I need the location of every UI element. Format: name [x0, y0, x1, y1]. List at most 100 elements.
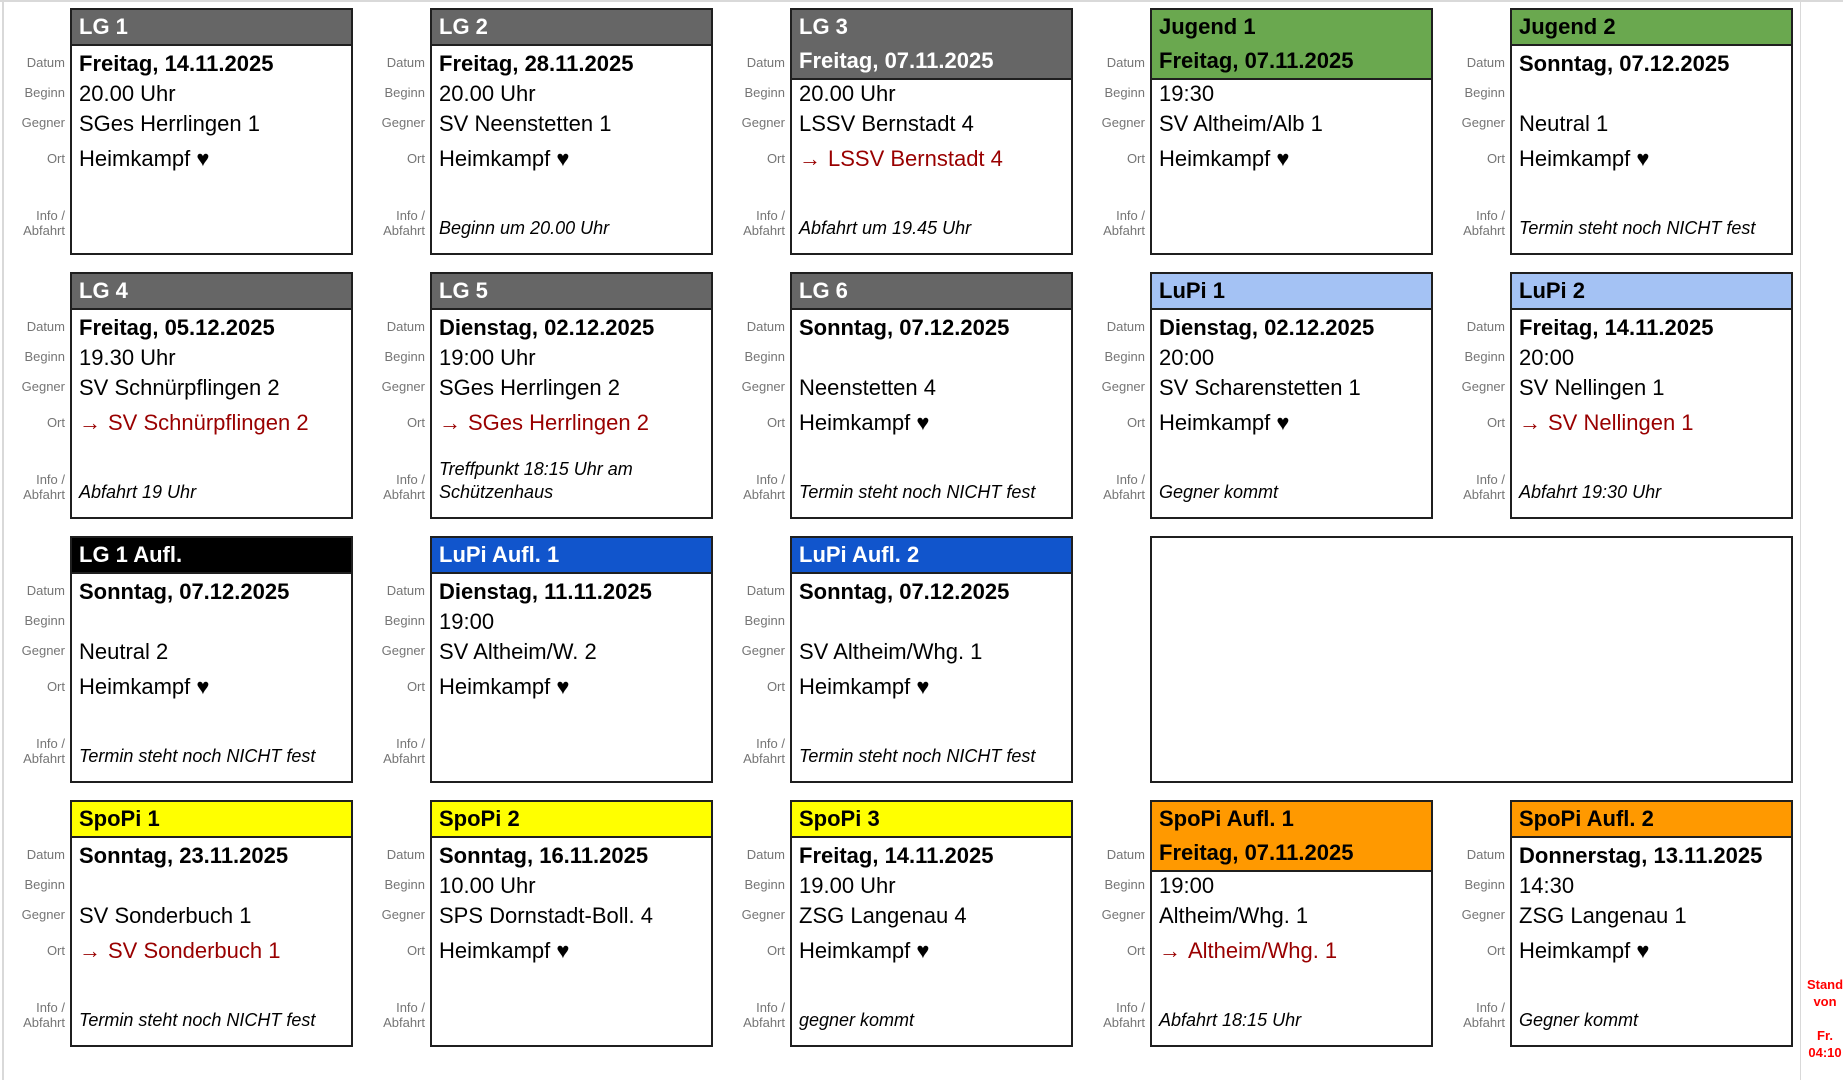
- label-ort: Ort: [1126, 415, 1145, 431]
- match-location: → LSSV Bernstadt 4: [792, 139, 1071, 179]
- label-ort: Ort: [1486, 943, 1505, 959]
- opponent-name: SV Neenstetten 1: [439, 110, 612, 136]
- label-gegner: Gegner: [1461, 907, 1505, 923]
- team-title: SpoPi Aufl. 1: [1159, 806, 1294, 831]
- row-label-gutter: Datum Beginn Gegner Ort Info / Abfahrt: [720, 536, 790, 779]
- row-label-gutter: Datum Beginn Gegner Ort Info / Abfahrt: [1440, 8, 1510, 251]
- match-card-slot: Datum Beginn Gegner Ort Info / Abfahrt S…: [1080, 800, 1440, 1064]
- match-date: Freitag, 07.11.2025: [1152, 836, 1431, 872]
- info-note: Termin steht noch NICHT fest: [799, 481, 1036, 502]
- info-note: [72, 179, 351, 253]
- card-header: LG 3: [792, 10, 1071, 44]
- match-card-slot: Datum Beginn Gegner Ort Info / Abfahrt S…: [0, 800, 360, 1064]
- match-date: Dienstag, 02.12.2025: [439, 314, 655, 340]
- opponent-name: ZSG Langenau 1: [1519, 902, 1687, 928]
- team-title: LuPi 2: [1519, 278, 1586, 303]
- match-time: 19.30 Uhr: [79, 344, 176, 370]
- empty-slot: [1080, 536, 1800, 800]
- match-time: 20:00: [1159, 344, 1215, 370]
- match-time: 20:00: [1519, 344, 1575, 370]
- match-date: Sonntag, 07.12.2025: [1519, 50, 1730, 76]
- row-label-gutter: Datum Beginn Gegner Ort Info / Abfahrt: [720, 272, 790, 515]
- empty-card-box: [1150, 536, 1793, 783]
- opponent-name: ZSG Langenau 4: [799, 902, 967, 928]
- info-note: Termin steht noch NICHT fest: [79, 1009, 316, 1030]
- label-ort: Ort: [46, 151, 65, 167]
- opponent-name: Neutral 2: [79, 638, 169, 664]
- label-datum: Datum: [746, 319, 785, 335]
- match-date: Sonntag, 07.12.2025: [799, 578, 1010, 604]
- match-card-slot: Datum Beginn Gegner Ort Info / Abfahrt S…: [720, 800, 1080, 1064]
- match-card-slot: Datum Beginn Gegner Ort Info / Abfahrt J…: [1080, 8, 1440, 272]
- info-note: Termin steht noch NICHT fest: [1519, 217, 1756, 238]
- label-gegner: Gegner: [1101, 115, 1145, 131]
- card-header: LG 5: [432, 274, 711, 310]
- opponent-name: SPS Dornstadt-Boll. 4: [439, 902, 653, 928]
- row-label-gutter: Datum Beginn Gegner Ort Info / Abfahrt: [0, 272, 70, 515]
- card-header: SpoPi 2: [432, 802, 711, 838]
- opponent-name: SV Nellingen 1: [1519, 374, 1665, 400]
- label-datum: Datum: [1106, 319, 1145, 335]
- team-title: SpoPi 2: [439, 806, 520, 831]
- match-time: 20.00 Uhr: [439, 80, 536, 106]
- match-location: → SV Sonderbuch 1: [72, 931, 351, 971]
- label-gegner: Gegner: [381, 643, 425, 659]
- match-date: Freitag, 07.11.2025: [792, 44, 1071, 80]
- label-ort: Ort: [766, 415, 785, 431]
- label-datum: Datum: [386, 319, 425, 335]
- match-location: Heimkampf ♥: [1512, 931, 1791, 971]
- label-datum: Datum: [1466, 847, 1505, 863]
- card-header: LG 6: [792, 274, 1071, 310]
- row-label-gutter: Datum Beginn Gegner Ort Info / Abfahrt: [720, 8, 790, 251]
- match-card: LuPi 1 Dienstag, 02.12.2025 20:00 SV Sch…: [1150, 272, 1433, 519]
- card-header: LuPi Aufl. 1: [432, 538, 711, 574]
- label-info-abfahrt: Info / Abfahrt: [1463, 208, 1505, 239]
- match-date: Freitag, 14.11.2025: [1519, 314, 1714, 340]
- card-header: LG 2: [432, 10, 711, 46]
- label-beginn: Beginn: [24, 85, 65, 101]
- home-location-text: Heimkampf ♥: [799, 409, 930, 435]
- match-location: → SV Schnürpflingen 2: [72, 403, 351, 443]
- match-card-slot: Datum Beginn Gegner Ort Info / Abfahrt L…: [720, 272, 1080, 536]
- row-label-gutter: Datum Beginn Gegner Ort Info / Abfahrt: [360, 8, 430, 251]
- team-title: LuPi Aufl. 2: [799, 542, 920, 567]
- team-title: SpoPi Aufl. 2: [1519, 806, 1654, 831]
- label-ort: Ort: [1126, 943, 1145, 959]
- team-title: Jugend 2: [1519, 14, 1616, 39]
- match-time: [72, 872, 351, 901]
- gridline-top: [0, 0, 1843, 2]
- away-location-text: LSSV Bernstadt 4: [828, 145, 1003, 171]
- match-time: [792, 344, 1071, 373]
- match-card-slot: Datum Beginn Gegner Ort Info / Abfahrt L…: [0, 536, 360, 800]
- away-arrow-icon: →: [1519, 409, 1541, 435]
- label-ort: Ort: [406, 415, 425, 431]
- label-ort: Ort: [46, 943, 65, 959]
- match-card-slot: Datum Beginn Gegner Ort Info / Abfahrt L…: [1440, 272, 1800, 536]
- match-location: Heimkampf ♥: [1152, 403, 1431, 443]
- opponent-name: SV Sonderbuch 1: [79, 902, 252, 928]
- info-note: Termin steht noch NICHT fest: [799, 745, 1036, 766]
- label-info-abfahrt: Info / Abfahrt: [23, 736, 65, 767]
- label-info-abfahrt: Info / Abfahrt: [743, 472, 785, 503]
- label-ort: Ort: [766, 151, 785, 167]
- info-note: Abfahrt 18:15 Uhr: [1159, 1009, 1302, 1030]
- info-note: [432, 707, 711, 781]
- match-card-slot: Datum Beginn Gegner Ort Info / Abfahrt L…: [720, 8, 1080, 272]
- team-title: LG 2: [439, 14, 488, 39]
- label-beginn: Beginn: [1464, 85, 1505, 101]
- match-time: 20.00 Uhr: [79, 80, 176, 106]
- label-ort: Ort: [46, 415, 65, 431]
- match-date: Donnerstag, 13.11.2025: [1519, 842, 1763, 868]
- match-time: [1512, 80, 1791, 109]
- match-date: Sonntag, 07.12.2025: [799, 314, 1010, 340]
- label-info-abfahrt: Info / Abfahrt: [743, 736, 785, 767]
- label-info-abfahrt: Info / Abfahrt: [383, 1000, 425, 1031]
- match-date: Freitag, 07.11.2025: [1152, 44, 1431, 80]
- label-datum: Datum: [746, 55, 785, 71]
- label-beginn: Beginn: [744, 613, 785, 629]
- team-title: SpoPi 3: [799, 806, 880, 831]
- card-header: LuPi 1: [1152, 274, 1431, 310]
- match-card-slot: Datum Beginn Gegner Ort Info / Abfahrt L…: [0, 272, 360, 536]
- label-gegner: Gegner: [21, 379, 65, 395]
